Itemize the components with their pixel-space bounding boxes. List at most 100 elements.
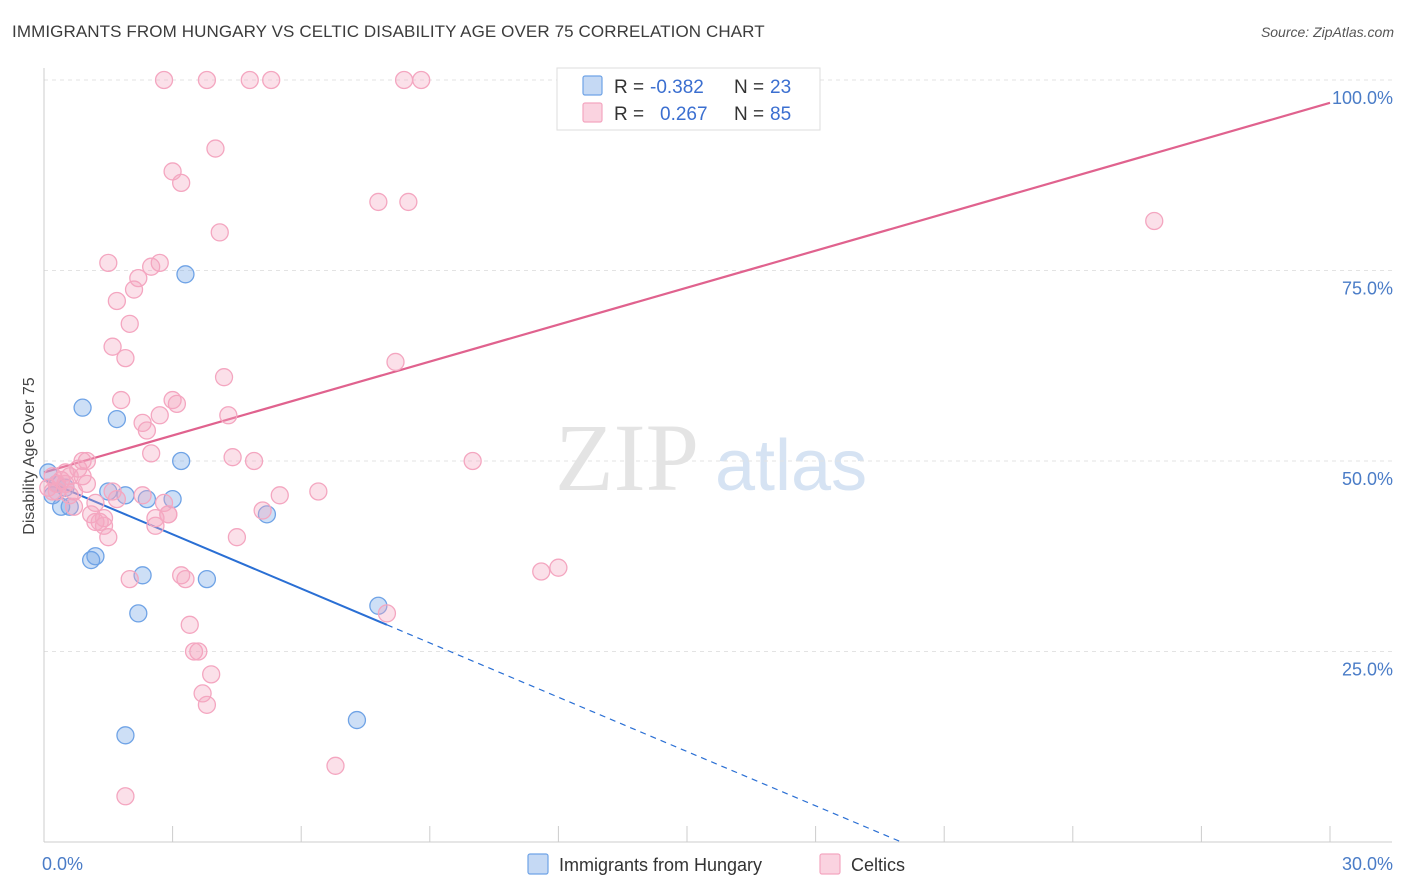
y-axis-title: Disability Age Over 75 bbox=[21, 377, 38, 535]
hungary-point bbox=[172, 451, 191, 471]
celtics-point bbox=[154, 493, 174, 513]
hungary-point bbox=[129, 604, 148, 623]
celtics-point bbox=[116, 348, 135, 368]
celtics-point bbox=[120, 569, 139, 589]
celtics-point bbox=[227, 528, 247, 547]
celtics-point bbox=[223, 448, 242, 467]
celtics-point bbox=[60, 486, 79, 505]
celtics-point bbox=[107, 489, 127, 509]
celtics-point bbox=[154, 70, 174, 90]
celtics-point bbox=[103, 337, 122, 356]
celtics-point bbox=[189, 642, 208, 661]
legend-n-label-celtics: N = bbox=[734, 104, 764, 125]
y-tick-label: 75.0% bbox=[1342, 279, 1393, 299]
celtics-point bbox=[73, 451, 92, 471]
celtics-point bbox=[214, 368, 234, 387]
celtics-point bbox=[124, 280, 144, 299]
celtics-point bbox=[197, 695, 217, 714]
celtics-point bbox=[197, 70, 217, 90]
celtics-point bbox=[146, 516, 165, 535]
celtics-point bbox=[549, 558, 568, 577]
legend-swatch-hungary bbox=[582, 75, 603, 96]
celtics-point bbox=[137, 421, 157, 440]
celtics-point bbox=[167, 394, 187, 414]
watermark-atlas: atlas bbox=[715, 426, 867, 506]
axes bbox=[43, 68, 1392, 843]
legend-n-value-celtics: 85 bbox=[770, 104, 791, 125]
celtics-point bbox=[120, 314, 139, 333]
bottom-legend-swatch-celtics bbox=[819, 853, 841, 875]
legend-r-value-hungary: -0.382 bbox=[650, 77, 704, 98]
celtics-point bbox=[386, 352, 405, 372]
x-tick-label: 30.0% bbox=[1342, 854, 1393, 874]
tick-labels: 25.0% 50.0% 75.0% 100.0% 0.0% 30.0% bbox=[42, 88, 1393, 874]
celtics-point bbox=[176, 569, 195, 589]
celtics-trend-line bbox=[43, 101, 1331, 474]
bottom-legend-label-celtics: Celtics bbox=[851, 855, 905, 875]
celtics-point bbox=[73, 467, 92, 486]
hungary-trend-line bbox=[43, 479, 388, 626]
celtics-point bbox=[202, 665, 221, 684]
celtics-point bbox=[172, 173, 191, 193]
celtics-point bbox=[326, 756, 345, 775]
celtics-point bbox=[369, 192, 388, 212]
celtics-point bbox=[159, 505, 178, 524]
celtics-point bbox=[150, 406, 169, 425]
celtics-point bbox=[99, 253, 118, 273]
legend-r-value-celtics: 0.267 bbox=[660, 104, 708, 125]
hungary-point bbox=[347, 710, 367, 730]
celtics-point bbox=[184, 642, 204, 661]
hungary-point bbox=[86, 547, 105, 566]
celtics-point bbox=[253, 501, 272, 520]
chart-title: IMMIGRANTS FROM HUNGARY VS CELTIC DISABI… bbox=[12, 22, 765, 41]
legend-n-value-hungary: 23 bbox=[770, 77, 791, 98]
bottom-legend: Immigrants from Hungary Celtics bbox=[527, 853, 905, 875]
celtics-point bbox=[210, 223, 229, 242]
celtics-point bbox=[116, 787, 135, 806]
celtics-point bbox=[150, 253, 169, 273]
celtics-point bbox=[219, 406, 238, 425]
celtics-point bbox=[133, 486, 152, 505]
celtics-point bbox=[1145, 211, 1164, 231]
hungary-point bbox=[73, 398, 92, 417]
legend-r-label-celtics: R = bbox=[614, 104, 644, 125]
stats-legend: R = -0.382 N = 23 R = 0.267 N = 85 bbox=[556, 67, 821, 131]
grid-lines bbox=[44, 79, 1392, 652]
legend-n-label-hungary: N = bbox=[734, 77, 764, 98]
hungary-trend-extension bbox=[386, 624, 902, 843]
celtics-point bbox=[112, 390, 131, 410]
celtics-point bbox=[463, 451, 482, 471]
celtics-point bbox=[142, 444, 161, 463]
celtics-point bbox=[94, 509, 114, 528]
hungary-point bbox=[107, 409, 127, 429]
celtics-point bbox=[43, 482, 62, 501]
celtics-point bbox=[412, 70, 431, 90]
celtics-point bbox=[56, 463, 75, 482]
y-tick-label: 25.0% bbox=[1342, 660, 1393, 680]
celtics-point bbox=[129, 268, 148, 288]
hungary-point bbox=[116, 726, 135, 745]
celtics-point bbox=[262, 70, 281, 90]
celtics-point bbox=[77, 451, 97, 471]
watermark-zip: ZIP bbox=[555, 404, 699, 511]
celtics-point bbox=[64, 497, 84, 516]
celtics-point bbox=[206, 139, 225, 158]
celtics-point bbox=[244, 451, 264, 471]
legend-swatch-celtics bbox=[582, 102, 603, 123]
celtics-point bbox=[99, 528, 118, 547]
celtics-point bbox=[394, 70, 414, 90]
celtics-point bbox=[86, 493, 105, 513]
x-tick-label: 0.0% bbox=[42, 854, 83, 874]
celtics-point bbox=[309, 482, 328, 501]
y-tick-label: 50.0% bbox=[1342, 469, 1393, 489]
bottom-legend-swatch-hungary bbox=[527, 853, 549, 875]
celtics-point bbox=[270, 486, 289, 505]
celtics-point bbox=[399, 192, 418, 212]
bottom-legend-label-hungary: Immigrants from Hungary bbox=[559, 855, 762, 875]
celtics-point bbox=[240, 70, 259, 90]
celtics-point bbox=[107, 291, 127, 311]
hungary-point bbox=[197, 569, 217, 589]
legend-r-label-hungary: R = bbox=[614, 77, 644, 98]
celtics-point bbox=[532, 562, 551, 581]
celtics-point bbox=[193, 684, 212, 703]
